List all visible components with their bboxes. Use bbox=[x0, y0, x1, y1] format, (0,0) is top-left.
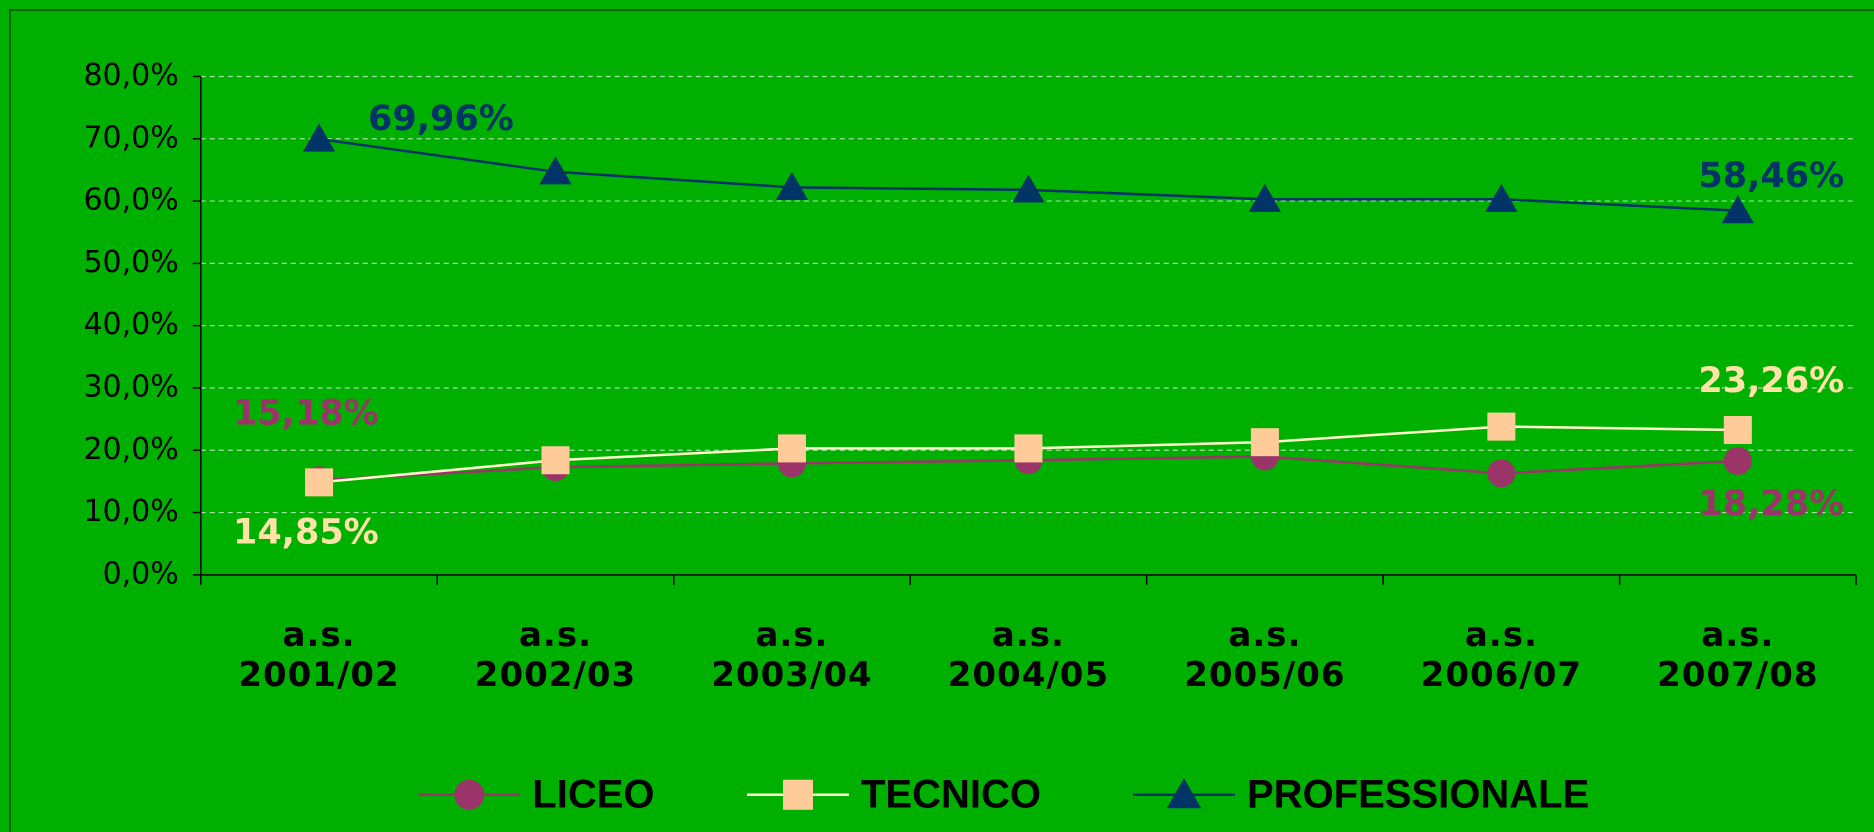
y-tick-label: 80,0% bbox=[83, 58, 178, 93]
marker bbox=[1166, 778, 1202, 809]
marker bbox=[305, 468, 334, 497]
marker bbox=[539, 156, 572, 185]
marker bbox=[1248, 183, 1281, 212]
x-tick-label: a.s. 2003/04 bbox=[711, 614, 873, 695]
data-label: 18,28% bbox=[1698, 484, 1844, 524]
x-tick-label: a.s. 2006/07 bbox=[1420, 614, 1583, 695]
data-label: 15,18% bbox=[233, 394, 379, 434]
y-tick-label: 70,0% bbox=[83, 120, 178, 155]
y-tick-label: 50,0% bbox=[83, 245, 178, 280]
marker bbox=[775, 171, 809, 200]
marker bbox=[541, 446, 570, 475]
marker bbox=[1014, 434, 1043, 463]
data-label: 14,85% bbox=[233, 513, 379, 553]
marker bbox=[782, 779, 813, 810]
data-label: 69,96% bbox=[368, 99, 514, 139]
marker bbox=[1012, 174, 1045, 203]
y-tick-label: 20,0% bbox=[83, 432, 178, 467]
data-label: 58,46% bbox=[1698, 156, 1844, 196]
marker bbox=[302, 123, 336, 152]
marker bbox=[777, 434, 806, 463]
x-tick-label: a.s. 2002/03 bbox=[474, 614, 637, 695]
y-tick-label: 60,0% bbox=[83, 183, 178, 218]
legend-label: PROFESSIONALE bbox=[1247, 772, 1589, 816]
y-tick-label: 0,0% bbox=[103, 556, 179, 591]
legend-label: TECNICO bbox=[861, 772, 1041, 816]
marker bbox=[1485, 183, 1518, 212]
marker bbox=[1723, 446, 1752, 475]
y-tick-label: 40,0% bbox=[83, 307, 178, 342]
x-tick-label: a.s. 2004/05 bbox=[947, 614, 1110, 695]
y-tick-label: 30,0% bbox=[83, 369, 178, 404]
x-tick-label: a.s. 2007/08 bbox=[1657, 614, 1819, 695]
marker bbox=[1487, 459, 1516, 488]
x-tick-label: a.s. 2005/06 bbox=[1184, 614, 1346, 695]
marker bbox=[1487, 412, 1516, 441]
legend-label: LICEO bbox=[532, 772, 654, 816]
marker bbox=[1723, 415, 1752, 444]
x-tick-label: a.s. 2001/02 bbox=[238, 614, 400, 695]
data-label: 23,26% bbox=[1698, 361, 1844, 401]
marker bbox=[1721, 195, 1754, 224]
marker bbox=[454, 779, 485, 810]
marker bbox=[1250, 428, 1279, 457]
y-tick-label: 10,0% bbox=[83, 494, 178, 529]
